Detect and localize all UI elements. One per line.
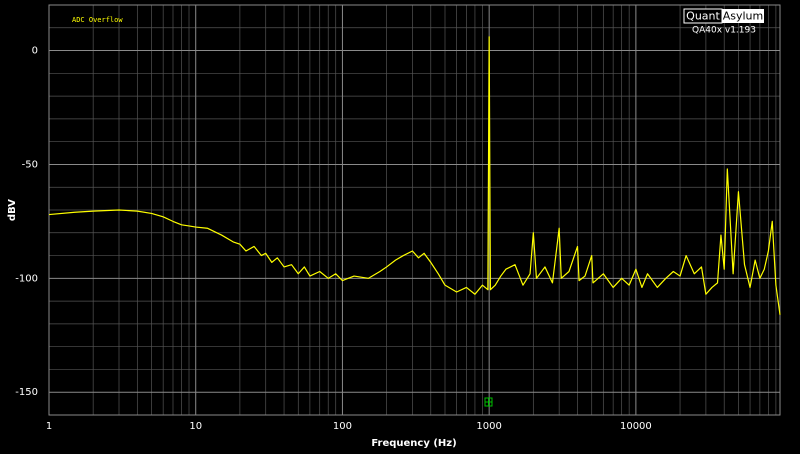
x-tick-label: 1000	[476, 421, 501, 432]
x-tick-label: 10000	[620, 421, 652, 432]
y-axis-label: dBV	[7, 199, 18, 221]
version: QA40x v1.193	[692, 26, 756, 36]
annotation: ADC Overflow	[72, 16, 123, 24]
grid	[48, 4, 781, 416]
y-tick-label: -100	[15, 273, 38, 284]
logo-left: Quant	[686, 10, 720, 23]
y-tick-label: -150	[15, 387, 38, 398]
x-axis-label: Frequency (Hz)	[371, 438, 456, 449]
y-tick-label: 0	[32, 46, 38, 57]
y-tick-label: -50	[22, 159, 38, 170]
x-tick-label: 100	[333, 421, 352, 432]
marker	[484, 397, 493, 407]
logo-right: Asylum	[723, 10, 764, 23]
spectrum-line	[48, 36, 781, 315]
logo-right-box	[722, 9, 764, 23]
x-tick-label: 1	[46, 421, 52, 432]
x-tick-label: 10	[189, 421, 202, 432]
plot-area	[48, 36, 781, 315]
plot-border	[48, 4, 781, 416]
